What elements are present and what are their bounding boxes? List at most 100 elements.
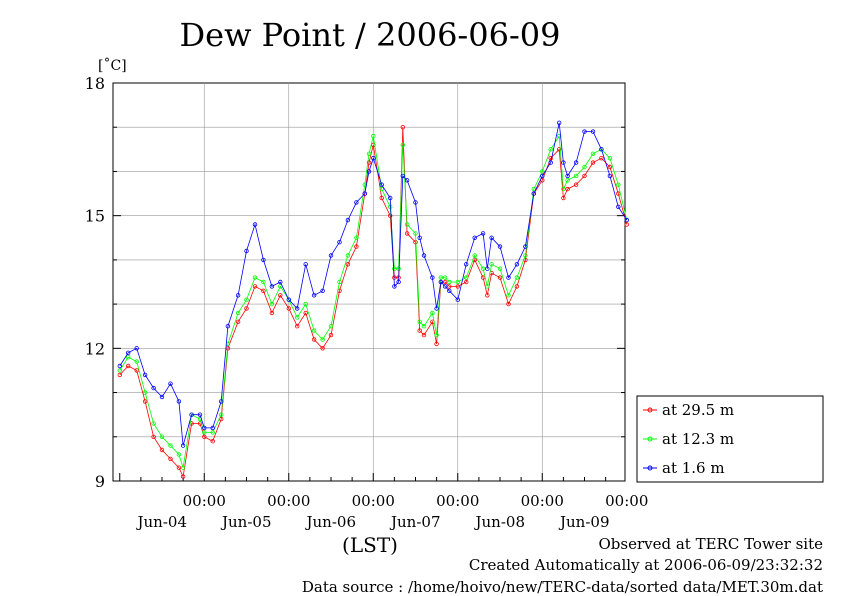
data-point: [278, 293, 283, 298]
data-point: [400, 124, 405, 130]
data-point: [599, 147, 604, 152]
data-point: [151, 434, 156, 439]
data-point: [176, 465, 182, 470]
data-point: [438, 275, 444, 280]
data-point: [252, 284, 258, 289]
data-point: [607, 155, 613, 161]
data-point: [447, 284, 452, 289]
data-point: [320, 337, 325, 342]
x-tick-time-label: 00:00: [521, 492, 564, 510]
data-point: [582, 129, 587, 134]
x-tick-time-label: 00:00: [436, 492, 479, 510]
data-point: [506, 293, 511, 298]
series-group: [117, 120, 629, 479]
data-point: [176, 399, 182, 404]
data-point: [442, 275, 448, 280]
data-point: [624, 217, 629, 223]
data-point: [447, 288, 452, 293]
data-point: [413, 200, 418, 205]
data-point: [134, 368, 139, 373]
data-point: [180, 443, 186, 448]
legend-label: at 29.5 m: [662, 401, 734, 419]
data-point: [328, 324, 334, 329]
data-point: [286, 297, 291, 302]
data-point: [447, 279, 452, 285]
data-point: [565, 173, 570, 179]
data-point: [489, 262, 494, 267]
data-point: [202, 430, 207, 435]
data-point: [366, 151, 372, 156]
data-point: [565, 178, 570, 183]
data-point: [485, 293, 490, 298]
data-point: [480, 266, 486, 271]
data-point: [616, 182, 621, 187]
data-point: [354, 244, 359, 249]
data-point: [235, 319, 241, 324]
data-point: [421, 324, 427, 329]
data-point: [244, 306, 249, 311]
data-point: [464, 275, 469, 280]
data-point: [404, 178, 410, 183]
data-point: [278, 279, 283, 285]
legend-frame: [636, 395, 824, 483]
x-tick-time-label: 00:00: [267, 492, 310, 510]
data-point: [388, 195, 393, 201]
data-point: [235, 293, 241, 298]
legend: at 29.5 m at 12.3 m at 1.6 m: [636, 395, 824, 483]
x-tick-date-label: Jun-05: [220, 513, 272, 531]
data-point: [400, 142, 405, 148]
x-tick-date-label: Jun-09: [558, 513, 610, 531]
data-point: [125, 363, 131, 369]
data-point: [438, 279, 444, 285]
data-point: [514, 262, 520, 267]
data-point: [582, 164, 587, 170]
data-point: [540, 169, 545, 174]
data-point: [599, 155, 604, 161]
data-point: [557, 147, 562, 152]
data-point: [514, 284, 520, 289]
data-point: [225, 324, 231, 329]
data-point: [497, 266, 503, 271]
data-point: [590, 151, 596, 156]
series-line: [119, 122, 628, 446]
data-point: [573, 182, 579, 187]
data-point: [430, 275, 435, 280]
data-point: [117, 363, 122, 369]
data-point: [573, 173, 579, 179]
data-point: [362, 191, 367, 196]
data-point: [514, 275, 520, 280]
data-point: [607, 173, 613, 179]
data-point: [396, 266, 401, 271]
data-point: [561, 160, 566, 165]
data-point: [117, 368, 122, 373]
data-point: [531, 191, 536, 196]
plot-frame: [112, 82, 626, 482]
data-point: [269, 310, 275, 316]
y-tick-label: 18: [85, 74, 105, 93]
data-point: [417, 319, 422, 324]
data-point: [125, 350, 131, 355]
x-axis-label: (LST): [342, 533, 398, 557]
data-point: [168, 443, 173, 448]
x-tick-date-label: Jun-07: [389, 513, 441, 531]
legend-swatch-marker: [647, 436, 653, 442]
data-point: [548, 155, 553, 161]
legend-swatch-marker: [647, 407, 653, 413]
data-point: [442, 279, 448, 285]
data-point: [413, 231, 418, 236]
y-tick-label: 15: [85, 207, 105, 226]
x-tick-date-label: Jun-04: [136, 513, 188, 531]
data-point: [392, 266, 397, 271]
data-point: [311, 337, 317, 342]
data-point: [142, 399, 148, 404]
data-point: [485, 284, 490, 289]
data-point: [582, 173, 587, 179]
data-point: [455, 297, 460, 302]
data-point: [480, 231, 486, 236]
data-point: [561, 186, 566, 192]
y-tick-label: 12: [85, 339, 105, 358]
data-point: [371, 133, 376, 139]
data-point: [295, 315, 300, 320]
data-point: [548, 160, 553, 165]
data-point: [392, 284, 397, 289]
